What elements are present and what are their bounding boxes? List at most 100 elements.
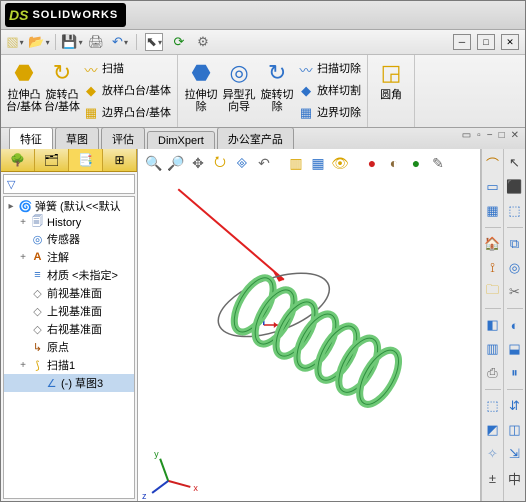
open-button[interactable]: 📂 [31,34,47,50]
right-tool-2-3[interactable]: ⧉ [505,234,525,254]
fm-tab2[interactable]: 🗂 [35,149,69,171]
save-button[interactable]: 💾 [64,34,80,50]
right-tool-2-11[interactable]: ⇲ [505,444,525,464]
close-button[interactable]: ✕ [501,34,519,50]
section-button[interactable]: ▥ [288,155,304,171]
fillet-button[interactable]: ◲ 圆角 [372,57,410,101]
doc-max[interactable]: □ [499,130,505,141]
tab-office[interactable]: 办公室产品 [217,127,294,150]
options-button[interactable]: ⚙ [195,34,211,50]
graphics-viewport[interactable]: 🔍 🔎 ✥ ⭮ 🞜 ↶ ▥ ▦ 👁 ● ◐ ● ✎ [138,149,481,501]
right-tool-2-10[interactable]: ◫ [505,420,525,440]
right-tool-2-8[interactable]: ⏸ [505,363,525,383]
right-tool-1-6[interactable]: ◧ [483,315,503,335]
3dviews-button[interactable]: 🞜 [234,155,250,171]
tree-right-plane[interactable]: ◇右视基准面 [4,320,134,338]
sweep-cut-button[interactable]: 〰扫描切除 [296,59,363,79]
loft-button[interactable]: ◆放样凸台/基体 [81,81,173,101]
rotate-button[interactable]: ⭮ [212,155,228,171]
revolve-icon: ↻ [48,59,76,87]
right-tool-1-4[interactable]: ⟟ [483,258,503,278]
feature-manager-panel: 🌳 🗂 📑 ⊞ ▽ ▸🌀弹簧 (默认<<默认 +🗐History ◎传感器 +A… [1,149,138,501]
doc-min[interactable]: − [487,130,493,141]
doc-close[interactable]: ✕ [511,130,519,141]
extrude-boss-button[interactable]: ⬣ 拉伸凸台/基体 [5,57,43,113]
tab-features[interactable]: 特征 [9,127,53,150]
hole-wizard-button[interactable]: ◎ 异型孔向导 [220,57,258,113]
right-tool-1-5[interactable]: 🗀 [483,282,503,302]
right-tool-1-2[interactable]: ▦ [483,201,503,221]
tree-material[interactable]: ≡材质 <未指定> [4,266,134,284]
hide-show-button[interactable]: 👁 [332,155,348,171]
right-tool-2-12[interactable]: 中 [505,468,525,488]
rebuild-button[interactable]: ⟳ [171,34,187,50]
print-button[interactable]: 🖨 [88,34,104,50]
boundary-cut-button[interactable]: ▦边界切除 [296,103,363,123]
maximize-button[interactable]: □ [477,34,495,50]
right-tool-2-6[interactable]: ◐ [505,315,525,335]
tree-sweep1[interactable]: +⟆扫描1 [4,356,134,374]
zoom-to-fit-button[interactable]: 🔍 [146,155,162,171]
tree-root[interactable]: ▸🌀弹簧 (默认<<默认 [4,197,134,215]
edit-appearance-button[interactable]: ✎ [430,155,446,171]
right-tool-2-9[interactable]: ⇵ [505,396,525,416]
previous-view-button[interactable]: ↶ [256,155,272,171]
right-tool-1-3[interactable]: 🏠 [483,234,503,254]
doc-btn2[interactable]: ▫ [477,130,481,141]
display-style-button[interactable]: ▦ [310,155,326,171]
right-tool-2-1[interactable]: ⬛ [505,177,525,197]
revolve-cut-button[interactable]: ↻ 旋转切除 [258,57,296,113]
undo-button[interactable]: ↶ [112,34,128,50]
right-toolbars: ⌒ ▭ ▦ 🏠 ⟟ 🗀 ◧ ▥ ⎙ ⬚ ◩ ✧ ± ↖ ⬛ ⬚ ⧉ ◎ ✂ ◐ ⬓ ⏸ ⇵ ◫ ⇲ 中 [481,149,525,501]
right-tool-2-0[interactable]: ↖ [505,153,525,173]
part-icon: 🌀 [19,200,32,213]
select-button[interactable]: ⬉ [145,33,163,51]
right-tool-2-2[interactable]: ⬚ [505,201,525,221]
tree-filter[interactable]: ▽ [3,174,135,194]
pan-button[interactable]: ✥ [190,155,206,171]
tab-sketch[interactable]: 草图 [55,127,99,150]
tree-sensors[interactable]: ◎传感器 [4,230,134,248]
minimize-button[interactable]: ─ [453,34,471,50]
boundary-button[interactable]: ▦边界凸台/基体 [81,103,173,123]
right-tool-1-11[interactable]: ✧ [483,444,503,464]
right-tool-1-10[interactable]: ◩ [483,420,503,440]
tab-evaluate[interactable]: 评估 [101,127,145,150]
zoom-window-button[interactable]: 🔎 [168,155,184,171]
hole-label: 异型孔向导 [223,89,256,113]
fm-tab3[interactable]: 📑 [69,149,103,171]
sweep-button[interactable]: 〰扫描 [81,59,173,79]
separator [55,34,56,50]
tree-top-plane[interactable]: ◇上视基准面 [4,302,134,320]
right-tool-1-8[interactable]: ⎙ [483,363,503,383]
tree-front-plane[interactable]: ◇前视基准面 [4,284,134,302]
right-tool-1-1[interactable]: ▭ [483,177,503,197]
tree-sketch3[interactable]: ∠(-) 草图3 [4,374,134,392]
doc-btn1[interactable]: ▭ [462,130,471,141]
tree-history[interactable]: +🗐History [4,215,134,230]
view-heads-up-toolbar: 🔍 🔎 ✥ ⭮ 🞜 ↶ ▥ ▦ 👁 ● ◐ ● ✎ [146,153,472,173]
revolve-boss-button[interactable]: ↻ 旋转凸台/基体 [43,57,81,113]
fm-tab1[interactable]: 🌳 [1,149,35,171]
tree-origin[interactable]: ↳原点 [4,338,134,356]
origin-icon: ↳ [31,341,44,354]
extrude-cut-button[interactable]: ⬣ 拉伸切除 [182,57,220,113]
loft-cut-button[interactable]: ◆放样切割 [296,81,363,101]
right-tool-1-7[interactable]: ▥ [483,339,503,359]
right-tool-1-9[interactable]: ⬚ [483,396,503,416]
appearance-button[interactable]: ● [364,155,380,171]
right-tool-1-12[interactable]: ± [483,468,503,488]
right-tool-2-7[interactable]: ⬓ [505,339,525,359]
fm-tab4[interactable]: ⊞ [103,149,137,171]
plane-icon: ◇ [31,323,44,336]
right-tool-2-5[interactable]: ✂ [505,282,525,302]
tab-dimxpert[interactable]: DimXpert [147,131,215,150]
render-button[interactable]: ● [408,155,424,171]
tree-sweep1-label: 扫描1 [47,357,75,373]
tree-sensors-label: 传感器 [47,231,80,247]
scene-button[interactable]: ◐ [386,155,402,171]
tree-annotations[interactable]: +A注解 [4,248,134,266]
right-tool-1-0[interactable]: ⌒ [483,153,503,173]
right-tool-2-4[interactable]: ◎ [505,258,525,278]
new-doc-button[interactable]: ▧ [7,34,23,50]
